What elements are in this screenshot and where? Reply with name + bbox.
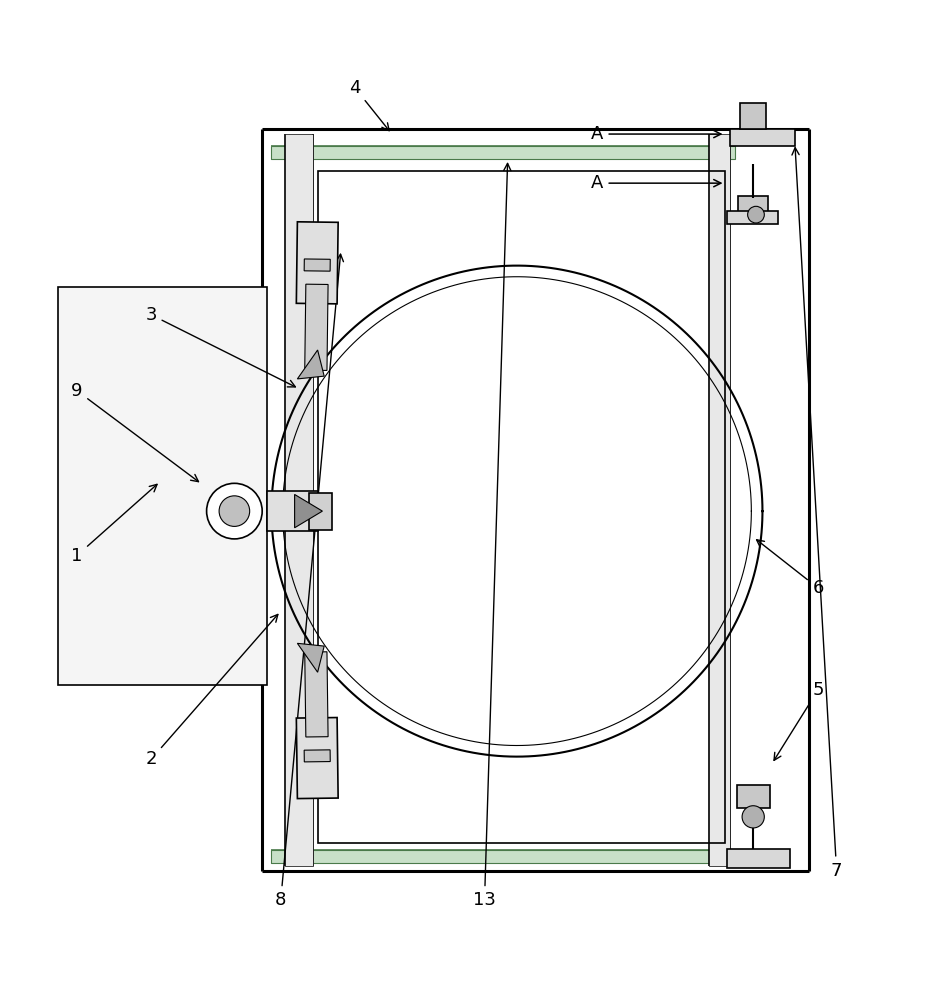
Polygon shape	[296, 718, 338, 799]
Bar	[318, 171, 725, 843]
Text: 13: 13	[473, 163, 511, 909]
Text: 3: 3	[145, 306, 295, 387]
Polygon shape	[295, 494, 322, 528]
Polygon shape	[297, 643, 324, 672]
Text: A: A	[591, 174, 721, 192]
Polygon shape	[305, 652, 328, 737]
Text: 8: 8	[275, 254, 344, 909]
Bar	[738, 196, 768, 213]
Text: A: A	[591, 125, 721, 143]
Bar	[736, 785, 770, 808]
Bar	[308, 493, 332, 530]
Polygon shape	[296, 222, 338, 304]
Bar	[727, 849, 790, 868]
Bar	[727, 211, 778, 224]
Text: 4: 4	[350, 79, 390, 131]
Circle shape	[742, 806, 764, 828]
Bar	[730, 129, 795, 146]
Polygon shape	[304, 750, 330, 762]
Text: 1: 1	[71, 484, 157, 565]
Circle shape	[747, 206, 764, 223]
Polygon shape	[305, 284, 328, 370]
Bar	[267, 491, 318, 531]
Bar	[285, 134, 313, 866]
Polygon shape	[304, 259, 330, 271]
Text: 6: 6	[757, 540, 824, 597]
Text: 2: 2	[145, 614, 278, 768]
Bar	[708, 134, 730, 866]
Text: 5: 5	[774, 681, 824, 760]
Bar	[740, 103, 766, 129]
Polygon shape	[297, 350, 324, 379]
Text: 7: 7	[792, 148, 843, 880]
Bar	[59, 287, 267, 685]
Circle shape	[207, 483, 262, 539]
Bar	[271, 850, 781, 863]
Circle shape	[219, 496, 250, 526]
Text: 9: 9	[71, 382, 199, 482]
Bar	[271, 146, 734, 159]
